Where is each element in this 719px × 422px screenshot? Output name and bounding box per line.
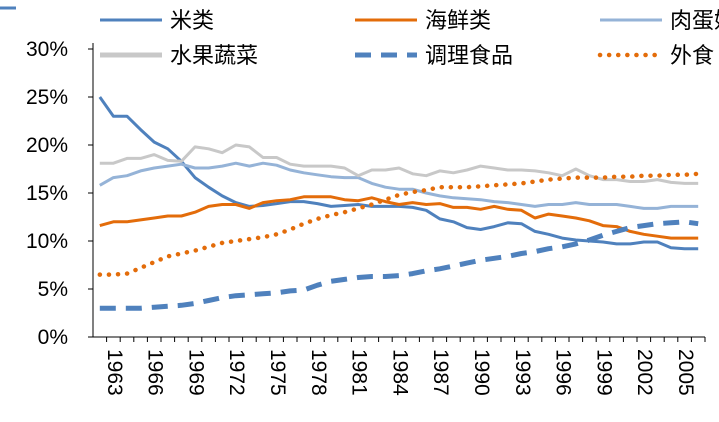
- legend-label: 肉蛋奶: [670, 9, 719, 34]
- series-line: [97, 171, 701, 277]
- y-tick-label: 25%: [26, 86, 68, 109]
- y-tick-label: 20%: [26, 134, 68, 157]
- x-tick-label: 1987: [429, 349, 452, 396]
- legend-label: 调理食品: [425, 44, 513, 69]
- x-tick-label: 1984: [388, 349, 411, 396]
- series-line: [99, 143, 699, 185]
- x-tick-label: 2005: [674, 349, 697, 396]
- series-line: [99, 219, 699, 311]
- y-tick-label: 10%: [26, 230, 68, 253]
- y-axis: 0% 5% 10% 15% 20% 25% 30%: [26, 38, 94, 349]
- x-tick-label: 2002: [633, 349, 656, 396]
- series-line: [99, 161, 699, 210]
- legend-label: 水果蔬菜: [170, 44, 258, 69]
- x-tick-label: 1978: [307, 349, 330, 396]
- x-tick-label: 1990: [470, 349, 493, 396]
- x-tick-label: 1966: [144, 349, 167, 396]
- x-tick-label: 1993: [511, 349, 534, 396]
- x-tick-label: 1969: [184, 349, 207, 396]
- y-tick-label: 15%: [26, 182, 68, 205]
- legend-label: 外食: [670, 44, 714, 69]
- legend-label: 米类: [170, 9, 214, 34]
- x-axis: 1963 1966 1969 1972 1975 1978 1981 1984 1987 1990…: [93, 336, 706, 396]
- x-tick-label: 1972: [225, 349, 248, 396]
- x-tick-label: 1981: [348, 349, 371, 396]
- legend-label: 海鲜类: [425, 9, 491, 34]
- y-tick-label: 30%: [26, 38, 68, 61]
- chart-legend: 米类 海鲜类 肉蛋奶水果蔬菜 调理食品 外食: [0, 6, 719, 69]
- y-tick-label: 0%: [38, 326, 68, 349]
- plot-area: [97, 96, 701, 311]
- y-tick-label: 5%: [38, 278, 68, 301]
- x-tick-label: 1996: [552, 349, 575, 396]
- series-line: [98, 96, 699, 251]
- x-tick-label: 1999: [592, 349, 615, 396]
- series-line: [99, 195, 699, 240]
- x-tick-label: 1963: [103, 349, 126, 396]
- x-tick-label: 1975: [266, 349, 289, 396]
